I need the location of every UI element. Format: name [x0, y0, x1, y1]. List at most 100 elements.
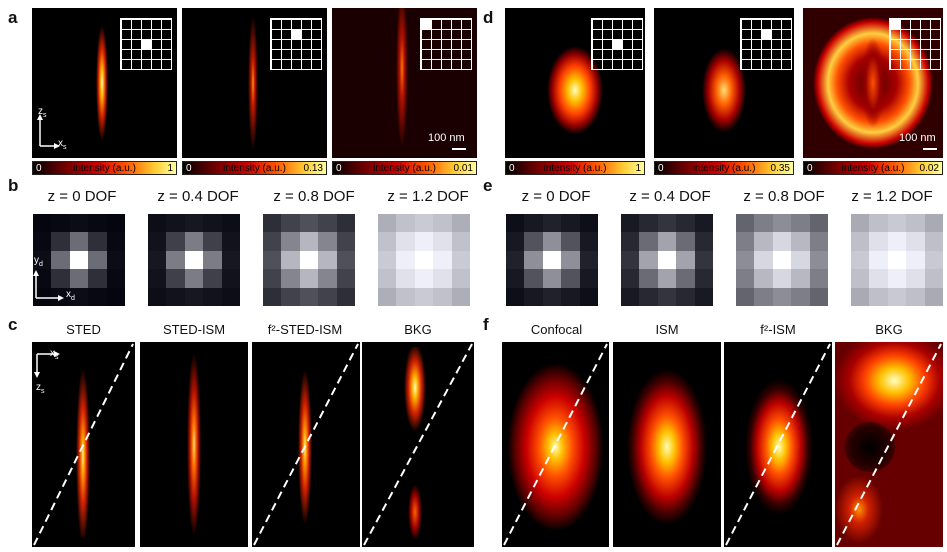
detector-pixel [561, 287, 580, 306]
b-title-2: z = 0.8 DOF [273, 188, 355, 205]
panel-label-f: f [483, 315, 489, 334]
detector-pixel [148, 232, 167, 251]
diagonal-split-line [503, 343, 608, 546]
panel-label-e: e [483, 176, 493, 195]
detector-pixel [148, 214, 167, 233]
c-title-2: f²-STED-ISM [267, 322, 343, 337]
detector-pixel [414, 214, 434, 233]
detector-pixel [676, 250, 695, 270]
detector-pixel [451, 269, 470, 288]
detector-pixel [657, 269, 677, 288]
detector-pixel [433, 232, 452, 251]
detector-pixel [203, 232, 222, 251]
detector-pixel [166, 250, 185, 270]
detector-pixel [33, 269, 52, 288]
detector-pixel [887, 250, 907, 270]
f-title-0: Confocal [530, 322, 583, 337]
detector-pixel [336, 214, 355, 233]
detector-pixel [433, 287, 452, 306]
detector-pixel [433, 250, 452, 270]
image-c-bkg [362, 342, 474, 547]
detector-pixel [148, 269, 167, 288]
detector-pixel [33, 214, 52, 233]
detector-pixel [542, 287, 562, 306]
detector-pixel [396, 214, 415, 233]
detector-pixel [221, 269, 240, 288]
detector-pixel [772, 232, 792, 251]
detector-pixel [33, 287, 52, 306]
detector-pixel [869, 214, 888, 233]
psf-spot [507, 362, 604, 532]
detector-pixel [621, 250, 640, 270]
detector-pixel [299, 232, 319, 251]
detector-pixel-marker [141, 39, 151, 49]
detector-pixel [524, 269, 543, 288]
detector-pixel-marker [761, 29, 771, 39]
colorbar-d1: 0 intensity (a.u.) 1 [505, 161, 645, 175]
detector-pixel [924, 232, 943, 251]
detector-pixel [69, 269, 89, 288]
psf-spot [396, 8, 408, 158]
detector-pixel [657, 250, 677, 270]
detector-pixel [396, 232, 415, 251]
psf-spot [187, 352, 201, 537]
c-title-1: STED-ISM [162, 322, 226, 337]
detector-pixel [221, 214, 240, 233]
detector-pixel [694, 250, 713, 270]
detector-pixel [166, 214, 185, 233]
detector-pixel [851, 287, 870, 306]
detector-pixel [639, 214, 658, 233]
detector-pixel [869, 232, 888, 251]
detector-pixel [299, 269, 319, 288]
detector-pixel [88, 214, 107, 233]
detector-pixel [906, 250, 925, 270]
psf-lobe [835, 472, 895, 547]
detector-pixel [906, 214, 925, 233]
detector-pixel [221, 287, 240, 306]
detector-pixel [754, 232, 773, 251]
detector-grid-icon [120, 18, 172, 70]
axis-zs: zs [38, 106, 47, 119]
detector-pixel [542, 232, 562, 251]
detector-pixel [203, 214, 222, 233]
detector-pixel [318, 250, 337, 270]
detector-pixel [88, 232, 107, 251]
detector-pixel [621, 232, 640, 251]
colorbar-a1: 0 intensity (a.u.) 1 [32, 161, 177, 175]
detector-pixel [924, 214, 943, 233]
detector-pixel [299, 214, 319, 233]
detector-map-b1 [148, 214, 240, 306]
image-f-ism [613, 342, 721, 547]
detector-pixel [694, 287, 713, 306]
colorbar-d3: 0 intensity (a.u.) 0.02 [803, 161, 943, 175]
diagonal-split-line [33, 343, 134, 546]
axis-xs: xs [58, 138, 67, 151]
detector-pixel [106, 250, 125, 270]
psf-lobe [861, 38, 885, 128]
detector-pixel [203, 269, 222, 288]
detector-pixel [736, 250, 755, 270]
detector-pixel [736, 214, 755, 233]
detector-pixel [88, 250, 107, 270]
detector-pixel [433, 214, 452, 233]
detector-pixel [524, 250, 543, 270]
detector-pixel [433, 269, 452, 288]
detector-pixel [809, 250, 828, 270]
detector-pixel [869, 250, 888, 270]
detector-pixel [221, 232, 240, 251]
detector-pixel [414, 250, 434, 270]
detector-pixel [414, 269, 434, 288]
detector-map-e2 [736, 214, 828, 306]
detector-pixel-marker [421, 19, 431, 29]
e-title-3: z = 1.2 DOF [851, 188, 933, 205]
detector-pixel [851, 269, 870, 288]
detector-pixel [378, 232, 397, 251]
detector-pixel-marker [291, 29, 301, 39]
scale-bar-label-d: 100 nm [899, 132, 936, 144]
c-title-0: STED [66, 322, 101, 337]
detector-pixel [639, 232, 658, 251]
image-c-sted: xs zs [32, 342, 135, 547]
detector-pixel [561, 232, 580, 251]
detector-map-e1 [621, 214, 713, 306]
detector-pixel [579, 232, 598, 251]
